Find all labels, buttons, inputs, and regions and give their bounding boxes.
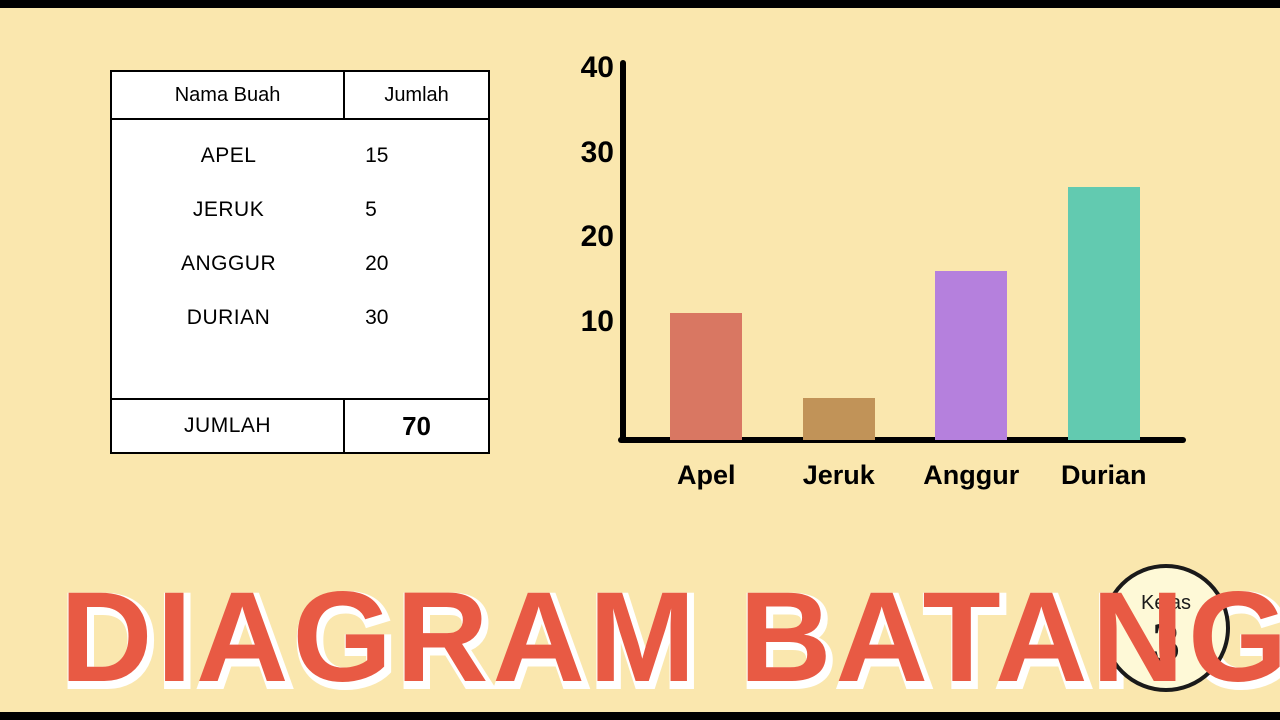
bar-slot — [905, 60, 1038, 440]
x-label: Jeruk — [773, 460, 906, 491]
x-label: Durian — [1038, 460, 1171, 491]
row-value: 5 — [345, 198, 488, 222]
row-value: 20 — [345, 252, 488, 276]
total-value: 70 — [345, 400, 488, 452]
y-tick: 30 — [562, 136, 614, 170]
table-header: Nama Buah Jumlah — [112, 72, 488, 120]
row-value: 30 — [345, 306, 488, 330]
bar-slot — [1038, 60, 1171, 440]
bar — [1068, 187, 1140, 440]
bars-group — [640, 60, 1170, 440]
letterbox-top — [0, 0, 1280, 8]
table-row: DURIAN 30 — [112, 302, 488, 334]
bar — [803, 398, 875, 440]
bar-slot — [773, 60, 906, 440]
row-value: 15 — [345, 144, 488, 168]
fruit-table: Nama Buah Jumlah APEL 15 JERUK 5 ANGGUR … — [110, 70, 490, 454]
plot-area: 10203040 — [620, 60, 1180, 440]
row-name: DURIAN — [112, 306, 345, 330]
y-axis — [620, 60, 626, 440]
table-footer: JUMLAH 70 — [112, 400, 488, 452]
y-tick: 20 — [562, 220, 614, 254]
row-name: JERUK — [112, 198, 345, 222]
table-row: APEL 15 — [112, 140, 488, 172]
bar — [670, 313, 742, 440]
x-labels: ApelJerukAnggurDurian — [640, 450, 1170, 500]
canvas: Nama Buah Jumlah APEL 15 JERUK 5 ANGGUR … — [0, 0, 1280, 720]
y-tick: 40 — [562, 51, 614, 85]
x-label: Apel — [640, 460, 773, 491]
table-header-value: Jumlah — [345, 72, 488, 118]
bar — [935, 271, 1007, 440]
table-row: ANGGUR 20 — [112, 248, 488, 280]
x-label: Anggur — [905, 460, 1038, 491]
table-row: JERUK 5 — [112, 194, 488, 226]
page-title: DIAGRAM BATANG DIAGRAM BATANG — [60, 574, 1280, 702]
bar-chart: 10203040 ApelJerukAnggurDurian — [560, 60, 1180, 500]
table-body: APEL 15 JERUK 5 ANGGUR 20 DURIAN 30 — [112, 120, 488, 400]
table-header-name: Nama Buah — [112, 72, 345, 118]
row-name: ANGGUR — [112, 252, 345, 276]
y-tick: 10 — [562, 305, 614, 339]
title-text: DIAGRAM BATANG — [60, 566, 1280, 709]
bar-slot — [640, 60, 773, 440]
letterbox-bottom — [0, 712, 1280, 720]
row-name: APEL — [112, 144, 345, 168]
total-label: JUMLAH — [112, 400, 345, 452]
